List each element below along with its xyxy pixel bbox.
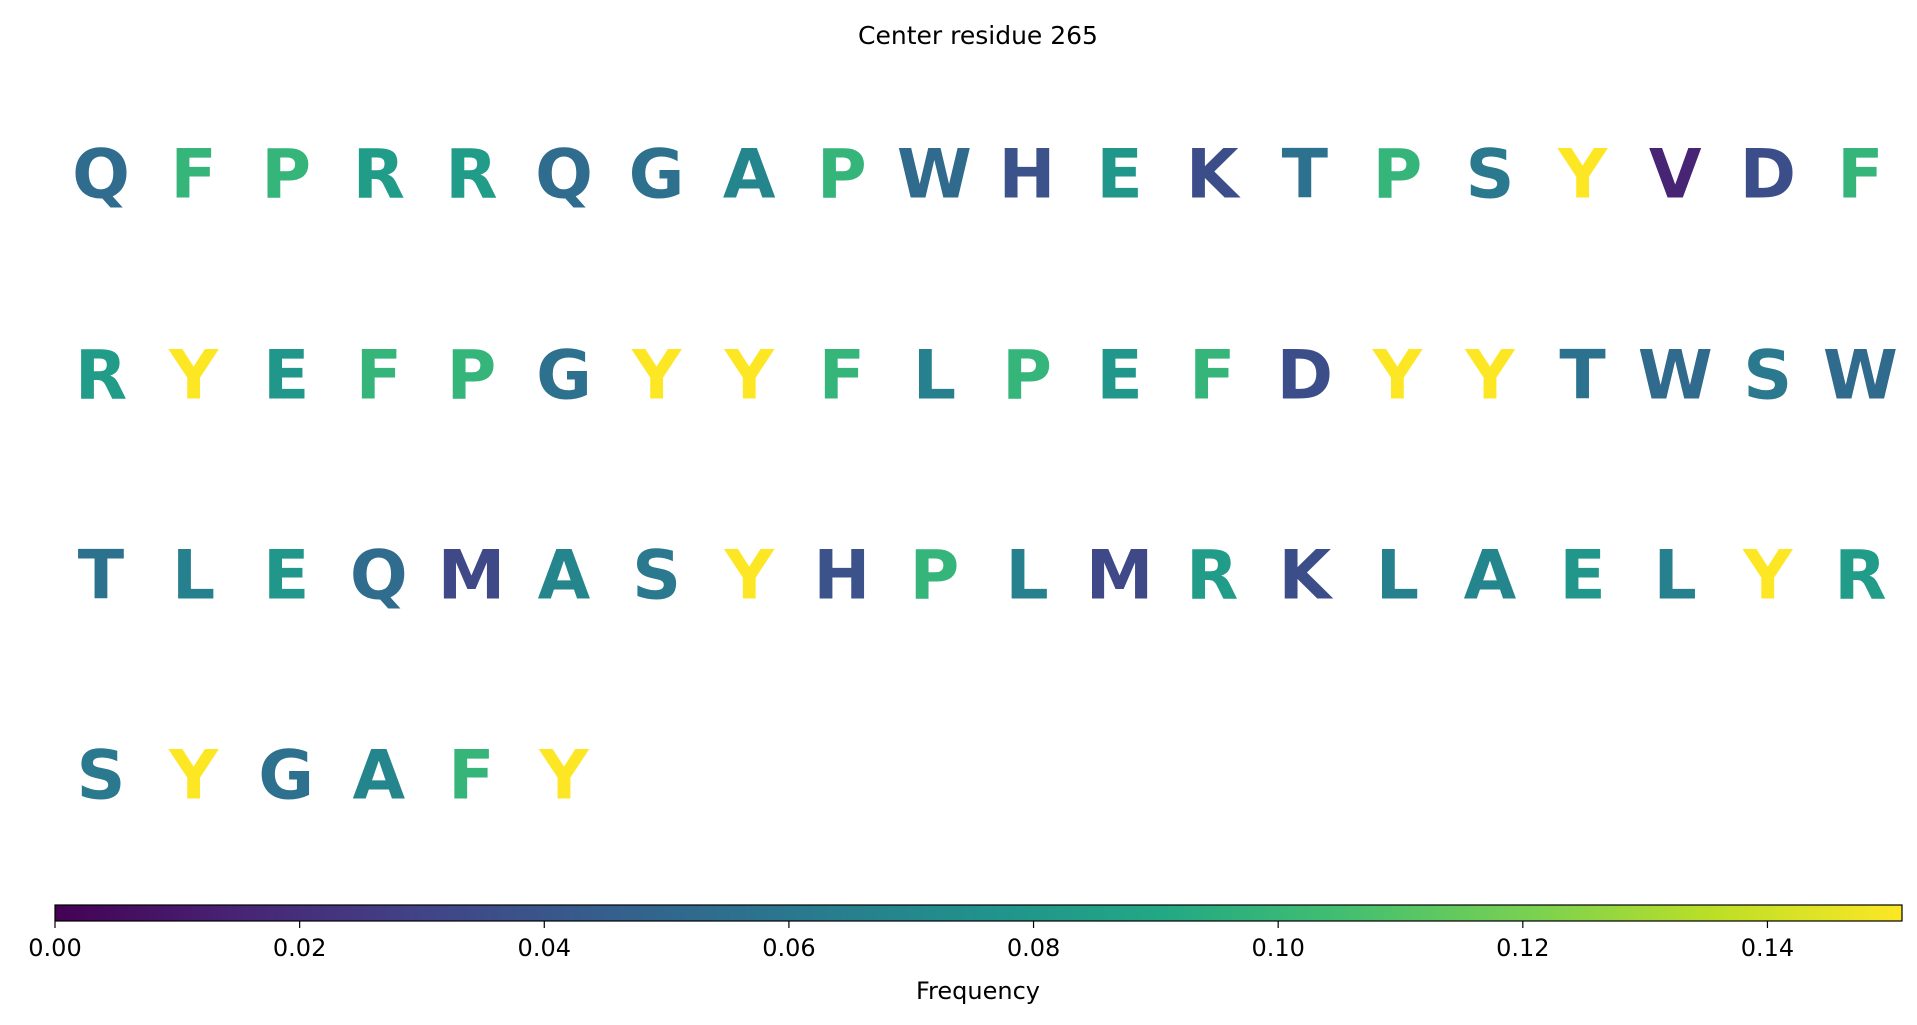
residue-letter: Y [1557,136,1608,215]
residue-letter: A [538,537,591,616]
residue-letter: T [1559,337,1606,416]
residue-letter: Y [538,737,589,816]
residue-letter: S [77,737,126,816]
residue-letter: E [1559,537,1605,616]
residue-letter: P [1372,136,1422,215]
residue-letter: R [1186,537,1238,616]
residue-letter: E [1096,136,1142,215]
residue-letter: F [356,337,402,416]
residue-letter: V [1649,136,1702,215]
residue-letter: E [1096,337,1142,416]
colorbar-tick-label: 0.08 [1007,934,1060,962]
residue-letter: T [1282,136,1329,215]
residue-letter: L [1654,537,1697,616]
residue-letter: P [261,136,311,215]
residue-letter: E [263,537,309,616]
residue-letter: Y [1742,537,1793,616]
residue-letter: Y [1372,337,1423,416]
residue-letter: F [448,737,494,816]
residue-letter: Y [631,337,682,416]
residue-letter: S [1466,136,1515,215]
residue-letter: A [723,136,776,215]
residue-letter: R [1834,537,1886,616]
colorbar-label: Frequency [916,977,1040,1005]
residue-letter: W [897,136,972,215]
residue-letter: L [172,537,215,616]
residue-letter: S [632,537,681,616]
residue-letter: P [817,136,867,215]
residue-letter: D [1740,136,1796,215]
residue-letter: P [1002,337,1052,416]
colorbar-tick-label: 0.06 [762,934,815,962]
colorbar-tick-label: 0.10 [1251,934,1304,962]
residue-letter: T [78,537,125,616]
residue-letter: K [1278,537,1333,616]
residue-letter: P [909,537,959,616]
residue-letter: K [1186,136,1241,215]
residue-letter: R [353,136,405,215]
residue-letter: W [1638,337,1713,416]
residue-letter: Y [724,337,775,416]
residue-letter: Y [168,337,219,416]
residue-letter: G [629,136,685,215]
residue-letter: F [1837,136,1883,215]
colorbar [54,904,1903,922]
residue-letter: G [536,337,592,416]
residue-letter: F [1189,337,1235,416]
residue-letter: D [1277,337,1333,416]
residue-letter: A [352,737,405,816]
colorbar-tick-label: 0.02 [273,934,326,962]
residue-letter: Q [535,136,593,215]
residue-letter: M [1086,537,1154,616]
residue-letter: L [1005,537,1048,616]
colorbar-tick-label: 0.12 [1496,934,1549,962]
chart-title: Center residue 265 [858,21,1098,50]
residue-letter: Y [724,537,775,616]
residue-letter: F [170,136,216,215]
colorbar-tick-label: 0.14 [1741,934,1794,962]
residue-letter: Q [350,537,408,616]
colorbar-tick-label: 0.04 [518,934,571,962]
residue-letter: A [1464,537,1517,616]
colorbar-tick-label: 0.00 [28,934,81,962]
residue-letter: L [913,337,956,416]
residue-letter: Q [72,136,130,215]
residue-letter: Y [1464,337,1515,416]
residue-letter: H [999,136,1056,215]
residue-letter: L [1376,537,1419,616]
residue-letter: H [813,537,870,616]
residue-letter: R [75,337,127,416]
residue-letter: S [1743,337,1792,416]
residue-letter: R [445,136,497,215]
residue-letter: F [819,337,865,416]
residue-letter: P [446,337,496,416]
residue-letter: E [263,337,309,416]
residue-letter: M [438,537,506,616]
residue-letter: W [1823,337,1898,416]
residue-letter: G [258,737,314,816]
residue-letter: Y [168,737,219,816]
